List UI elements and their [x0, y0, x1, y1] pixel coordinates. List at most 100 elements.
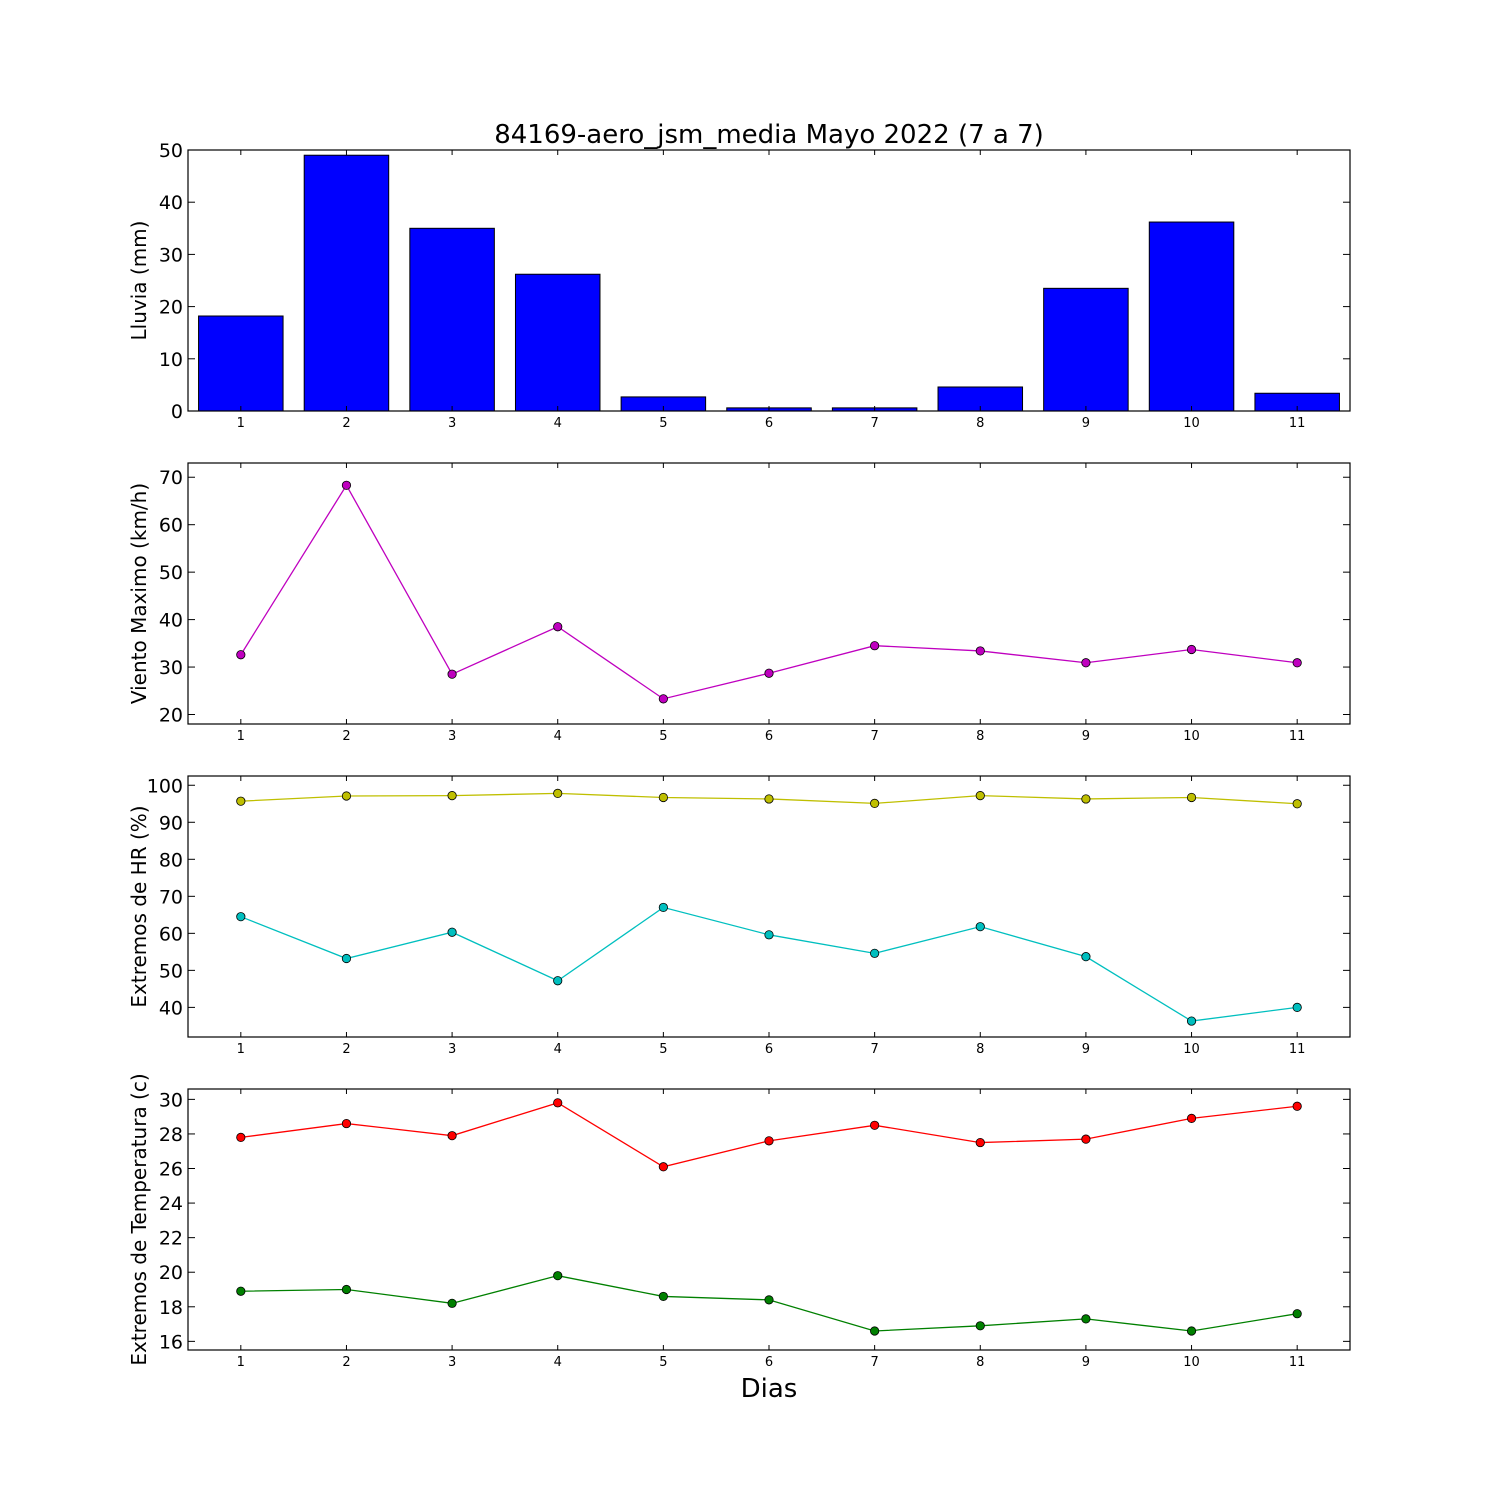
point-s2-day-2	[341, 953, 352, 964]
x-tick-label: 9	[1082, 1042, 1090, 1057]
x-tick-label: 5	[659, 1355, 667, 1370]
y-tick-label: 20	[159, 705, 183, 727]
point-s2-day-2	[341, 1284, 352, 1295]
x-axis-title: Dias	[741, 1374, 798, 1404]
y-tick-label: 20	[159, 297, 183, 319]
panel-4: 1 2 3 4 5 6 7 8 9 10 11 16 18 20 22 24 26 28 30 Extremos de…	[127, 1073, 1351, 1370]
y-tick-label: 10	[159, 349, 183, 371]
y-tick-label: 50	[159, 140, 183, 162]
x-tick-label: 3	[448, 1042, 456, 1057]
x-tick-label: 1	[237, 1355, 245, 1370]
point-s1-day-5	[658, 792, 668, 803]
point-s1-day-8	[975, 791, 985, 801]
y-tick-label: 50	[159, 562, 183, 584]
x-tick-label: 11	[1289, 416, 1306, 431]
panel-3: 1 2 3 4 5 6 7 8 9 10 11 40 50 60 70 80 90 100 Extremos de …	[127, 775, 1351, 1057]
point-s2-day-11	[1292, 1002, 1302, 1012]
x-tick-label: 8	[976, 729, 984, 744]
x-tick-label: 11	[1289, 729, 1306, 744]
x-tick-label: 6	[765, 729, 773, 744]
x-tick-label: 8	[976, 416, 984, 431]
point-s2-day-9	[1081, 1314, 1091, 1324]
point-s1-day-7	[870, 1120, 880, 1130]
y-tick-label: 90	[159, 812, 183, 834]
point-s2-day-9	[1081, 952, 1091, 962]
y-tick-label: 28	[159, 1124, 183, 1146]
x-tick-label: 9	[1082, 416, 1090, 431]
x-tick-label: 7	[870, 729, 878, 744]
bar-day-10	[1148, 221, 1235, 412]
x-tick-label: 7	[870, 416, 878, 431]
y-tick-label: 18	[159, 1297, 183, 1319]
point-s1-day-6	[764, 794, 774, 804]
point-s2-day-7	[870, 1326, 880, 1336]
x-tick-label: 10	[1183, 416, 1200, 431]
y-tick-label: 80	[159, 849, 183, 871]
x-tick-label: 6	[765, 1042, 773, 1057]
y-tick-label: 50	[159, 960, 183, 982]
y-tick-label: 70	[159, 886, 183, 908]
x-tick-label: 2	[342, 1355, 350, 1370]
x-tick-label: 9	[1082, 729, 1090, 744]
point-s2-day-11	[1292, 1309, 1302, 1319]
point-s2-day-6	[764, 930, 774, 940]
x-tick-label: 5	[659, 729, 667, 744]
point-s2-day-6	[764, 1295, 774, 1305]
x-tick-label: 7	[870, 1042, 878, 1057]
x-tick-label: 8	[976, 1042, 984, 1057]
axes-frame	[187, 775, 1351, 1038]
point-s1-day-6	[764, 1136, 774, 1146]
point-s1-day-8	[975, 1137, 985, 1148]
series-line-1	[240, 484, 1298, 700]
point-s2-day-1	[236, 1286, 246, 1296]
y-tick-label: 70	[159, 467, 183, 489]
x-tick-label: 1	[237, 729, 245, 744]
x-tick-label: 1	[237, 1042, 245, 1057]
y-tick-label: 30	[159, 244, 183, 266]
point-s1-day-3	[447, 791, 457, 801]
x-tick-label: 10	[1183, 729, 1200, 744]
panel-2: 1 2 3 4 5 6 7 8 9 10 11 20 30 40 50 60 70 Viento Maximo (…	[127, 462, 1351, 744]
point-s1-day-4	[553, 1098, 563, 1108]
x-tick-label: 4	[554, 1042, 562, 1057]
point-s2-day-5	[658, 902, 668, 913]
y-tick-label: 30	[159, 657, 183, 679]
point-s2-day-5	[658, 1291, 668, 1302]
y-axis-title: Extremos de HR (%)	[127, 805, 151, 1007]
x-tick-label: 3	[448, 729, 456, 744]
x-tick-label: 10	[1183, 1042, 1200, 1057]
point-s1-day-8	[975, 646, 985, 656]
point-s1-day-2	[341, 791, 352, 801]
point-s1-day-10	[1186, 792, 1197, 803]
point-s2-day-8	[975, 1321, 985, 1331]
x-tick-label: 4	[554, 416, 562, 431]
point-s1-day-1	[236, 650, 246, 660]
x-tick-label: 10	[1183, 1355, 1200, 1370]
x-tick-label: 2	[342, 416, 350, 431]
x-tick-label: 1	[237, 416, 245, 431]
y-axis-title: Extremos de Temperatura (c)	[127, 1073, 151, 1365]
point-s1-day-10	[1186, 1113, 1197, 1123]
x-tick-label: 4	[554, 729, 562, 744]
x-tick-label: 11	[1289, 1355, 1306, 1370]
y-tick-label: 100	[147, 775, 183, 797]
point-s1-day-6	[764, 668, 774, 678]
point-s1-day-4	[553, 788, 563, 799]
y-tick-label: 24	[159, 1193, 183, 1215]
point-s2-day-10	[1186, 1326, 1197, 1336]
point-s1-day-9	[1081, 1134, 1091, 1144]
point-s1-day-3	[447, 1131, 457, 1141]
y-tick-label: 60	[159, 515, 183, 537]
x-tick-label: 8	[976, 1355, 984, 1370]
point-s1-day-9	[1081, 794, 1091, 804]
point-s1-day-2	[341, 480, 352, 490]
series-line-2	[240, 906, 1298, 1022]
point-s1-day-4	[553, 622, 563, 632]
point-s1-day-11	[1292, 658, 1302, 668]
y-tick-label: 30	[159, 1089, 183, 1111]
point-s2-day-4	[553, 1271, 563, 1281]
x-tick-label: 5	[659, 416, 667, 431]
x-tick-label: 7	[870, 1355, 878, 1370]
point-s1-day-1	[236, 796, 246, 806]
